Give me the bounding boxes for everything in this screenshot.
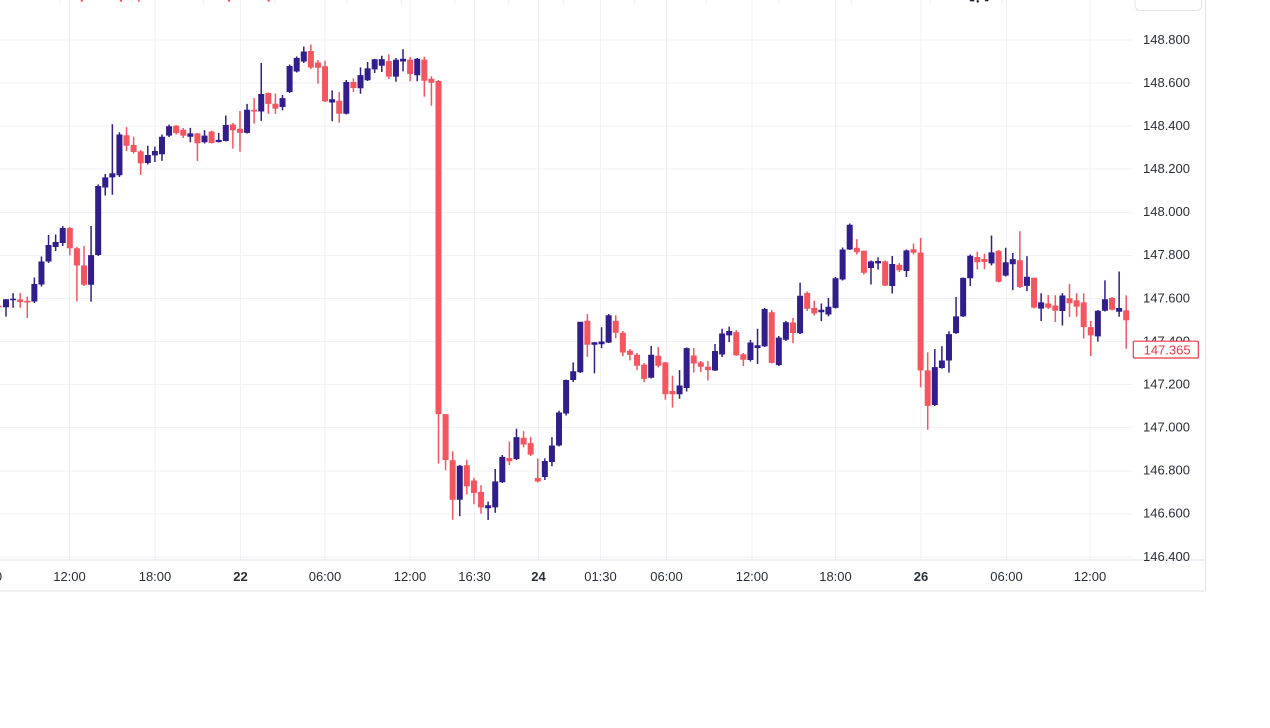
svg-text:18:00: 18:00 [819, 569, 852, 584]
svg-text:12:00: 12:00 [736, 569, 769, 584]
svg-text:22: 22 [233, 569, 247, 584]
svg-text:01:30: 01:30 [584, 569, 617, 584]
svg-text:06:00: 06:00 [650, 569, 683, 584]
svg-text:148.800: 148.800 [1143, 32, 1190, 47]
svg-text:147.800: 147.800 [1143, 247, 1190, 262]
svg-text:147.365: 147.365 [1144, 342, 1191, 357]
svg-text:16:30: 16:30 [458, 569, 491, 584]
svg-text:146.800: 146.800 [1143, 463, 1190, 478]
svg-text:148.000: 148.000 [1143, 204, 1190, 219]
svg-text:147.600: 147.600 [1143, 290, 1190, 305]
svg-text:12:00: 12:00 [394, 569, 427, 584]
svg-text:147.200: 147.200 [1143, 376, 1190, 391]
svg-text:146.600: 146.600 [1143, 506, 1190, 521]
svg-text:26: 26 [914, 569, 928, 584]
svg-text:148.400: 148.400 [1143, 118, 1190, 133]
svg-text:0: 0 [0, 569, 2, 584]
svg-text:18:00: 18:00 [139, 569, 172, 584]
svg-text:147.000: 147.000 [1143, 420, 1190, 435]
svg-text:148.200: 148.200 [1143, 161, 1190, 176]
svg-text:12:00: 12:00 [53, 569, 86, 584]
svg-text:148.600: 148.600 [1143, 75, 1190, 90]
svg-text:06:00: 06:00 [309, 569, 342, 584]
svg-text:12:00: 12:00 [1074, 569, 1107, 584]
svg-text:24: 24 [531, 569, 546, 584]
svg-text:146.400: 146.400 [1143, 549, 1190, 564]
svg-text:06:00: 06:00 [990, 569, 1023, 584]
